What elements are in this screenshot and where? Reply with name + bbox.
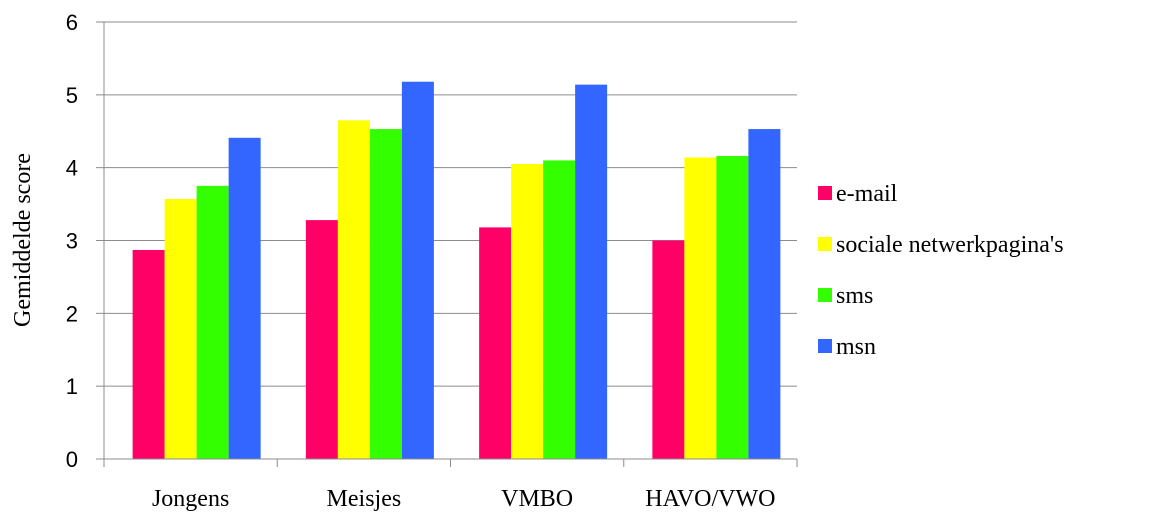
- bar-e-mail: [305, 220, 338, 459]
- bar-e-mail: [652, 240, 685, 459]
- x-tick-label: Jongens: [152, 486, 229, 512]
- y-tick-label: 0: [66, 447, 78, 472]
- y-tick-label: 5: [66, 83, 78, 108]
- bar-sociale-netwerkpagina-s: [511, 164, 544, 459]
- legend-swatch: [818, 339, 832, 353]
- y-tick-label: 4: [66, 156, 78, 181]
- legend-label: sms: [836, 283, 873, 309]
- y-tick-labels: 0 1 2 3 4 5 6: [66, 10, 78, 472]
- y-axis-title: Gemiddelde score: [10, 153, 36, 327]
- bar-msn: [228, 137, 261, 459]
- legend-label: e-mail: [836, 181, 898, 207]
- bar-sms: [543, 160, 576, 459]
- bar-e-mail: [132, 249, 165, 459]
- legend-label: msn: [836, 334, 876, 360]
- legend: e-mail sociale netwerkpagina's sms msn: [818, 181, 1064, 360]
- legend-swatch: [818, 237, 832, 251]
- y-tick-label: 1: [66, 374, 78, 399]
- y-tick-label: 3: [66, 229, 78, 254]
- bar-msn: [401, 81, 434, 460]
- x-tick-labels: Jongens Meisjes VMBO HAVO/VWO: [152, 486, 776, 512]
- bars: [132, 81, 781, 460]
- axes: [96, 21, 798, 467]
- legend-swatch: [818, 288, 832, 302]
- bar-e-mail: [479, 227, 512, 459]
- bar-sms: [716, 156, 749, 459]
- bar-sociale-netwerkpagina-s: [164, 198, 197, 460]
- bar-sociale-netwerkpagina-s: [337, 120, 370, 459]
- bar-msn: [575, 84, 608, 460]
- legend-swatch: [818, 186, 832, 200]
- x-tick-label: HAVO/VWO: [645, 486, 775, 512]
- bar-msn: [748, 129, 781, 459]
- x-tick-label: VMBO: [501, 486, 573, 512]
- legend-label: sociale netwerkpagina's: [836, 232, 1064, 258]
- x-tick-label: Meisjes: [327, 486, 402, 512]
- bar-sms: [196, 185, 229, 459]
- bar-sms: [369, 129, 402, 459]
- y-tick-label: 6: [66, 10, 78, 35]
- y-tick-label: 2: [66, 301, 78, 326]
- bar-sociale-netwerkpagina-s: [684, 157, 717, 459]
